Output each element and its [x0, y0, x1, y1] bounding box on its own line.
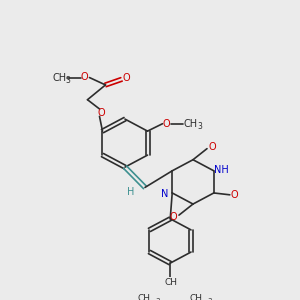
Text: CH: CH: [52, 73, 67, 82]
Text: CH: CH: [190, 294, 203, 300]
Text: 3: 3: [207, 298, 211, 300]
Text: CH: CH: [184, 119, 198, 129]
Text: O: O: [163, 119, 170, 129]
Text: CH: CH: [165, 278, 178, 287]
Text: O: O: [123, 74, 130, 83]
Text: O: O: [231, 190, 238, 200]
Text: 3: 3: [155, 298, 160, 300]
Text: O: O: [208, 142, 216, 152]
Text: O: O: [169, 212, 177, 222]
Text: N: N: [160, 189, 168, 199]
Text: H: H: [127, 187, 135, 197]
Text: 3: 3: [65, 76, 70, 85]
Text: O: O: [98, 108, 105, 118]
Text: NH: NH: [214, 165, 229, 175]
Text: 3: 3: [197, 122, 202, 131]
Text: CH: CH: [138, 294, 151, 300]
Text: O: O: [81, 72, 88, 82]
